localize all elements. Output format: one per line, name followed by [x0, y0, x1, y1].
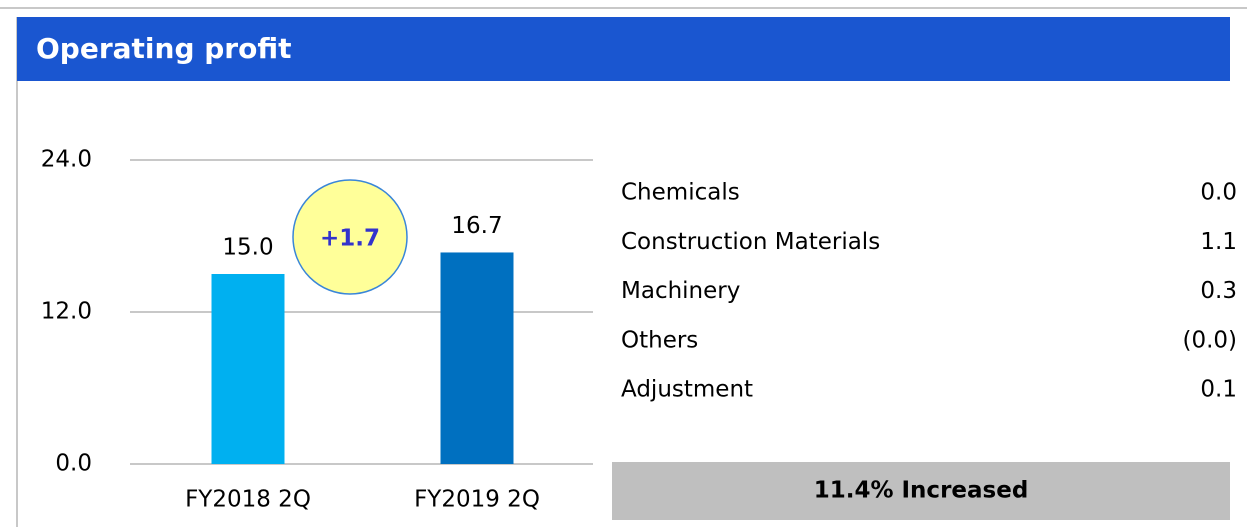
header-band	[17, 17, 1230, 81]
x-tick-label: FY2018 2Q	[185, 487, 311, 513]
row-value: 0.1	[1200, 377, 1237, 403]
data-label: 16.7	[451, 213, 502, 239]
annotation: +1.7	[320, 226, 380, 252]
row-label: Others	[621, 327, 698, 353]
row-value: 1.1	[1200, 229, 1237, 255]
row-label: Adjustment	[621, 377, 753, 403]
y-tick-label: 24.0	[41, 147, 92, 173]
bar	[440, 252, 514, 464]
summary-box	[612, 462, 1230, 520]
summary-text: 11.4% Increased	[814, 478, 1029, 504]
row-value: (0.0)	[1182, 327, 1237, 353]
header-title: Operating profit	[36, 32, 291, 65]
data-label: 15.0	[222, 235, 273, 261]
row-value: 0.0	[1200, 180, 1237, 206]
x-tick-label: FY2019 2Q	[414, 487, 540, 513]
y-tick-label: 0.0	[55, 451, 92, 477]
bar	[211, 274, 285, 464]
annotation-circle	[292, 179, 408, 295]
row-label: Chemicals	[621, 180, 740, 206]
row-label: Machinery	[621, 278, 740, 304]
row-label: Construction Materials	[621, 229, 880, 255]
y-tick-label: 12.0	[41, 299, 92, 325]
row-value: 0.3	[1200, 278, 1237, 304]
